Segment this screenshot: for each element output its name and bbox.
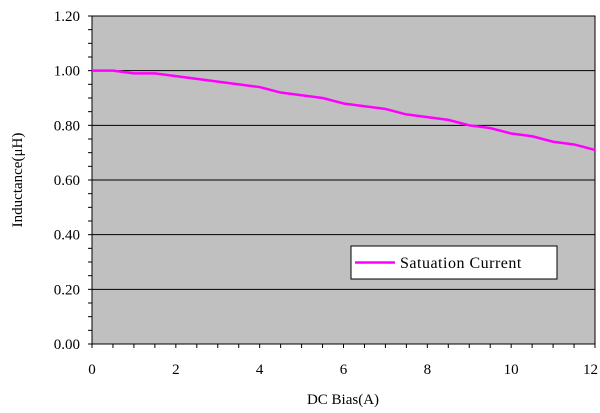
x-tick-label: 8 <box>424 362 432 378</box>
x-tick-label: 4 <box>256 362 264 378</box>
y-tick-label: 0.00 <box>54 337 80 353</box>
x-tick-label: 6 <box>340 362 348 378</box>
x-tick-label: 0 <box>88 362 96 378</box>
axes <box>88 15 596 348</box>
x-axis-title: DC Bias(A) <box>307 392 379 408</box>
y-axis-title: Inductance(μH) <box>10 133 26 228</box>
y-tick-label: 0.40 <box>54 228 80 244</box>
gridlines <box>92 70 595 290</box>
y-tick-label: 0.60 <box>54 173 80 189</box>
y-tick-label: 1.00 <box>54 64 80 80</box>
y-tick-label: 0.20 <box>54 282 80 298</box>
x-tick-label: 10 <box>504 362 519 378</box>
tick-labels: 0.00 0.20 0.40 0.60 0.80 1.00 1.20 0 2 4 6 8 10 12 <box>54 9 598 378</box>
series-line <box>92 69 596 152</box>
x-tick-label: 12 <box>583 362 598 378</box>
y-tick-label: 1.20 <box>54 9 80 25</box>
legend-label: Satuation Current <box>400 255 522 272</box>
x-tick-label: 2 <box>172 362 180 378</box>
y-tick-label: 0.80 <box>54 118 80 134</box>
legend: Satuation Current <box>350 245 558 280</box>
series-group <box>92 69 596 152</box>
